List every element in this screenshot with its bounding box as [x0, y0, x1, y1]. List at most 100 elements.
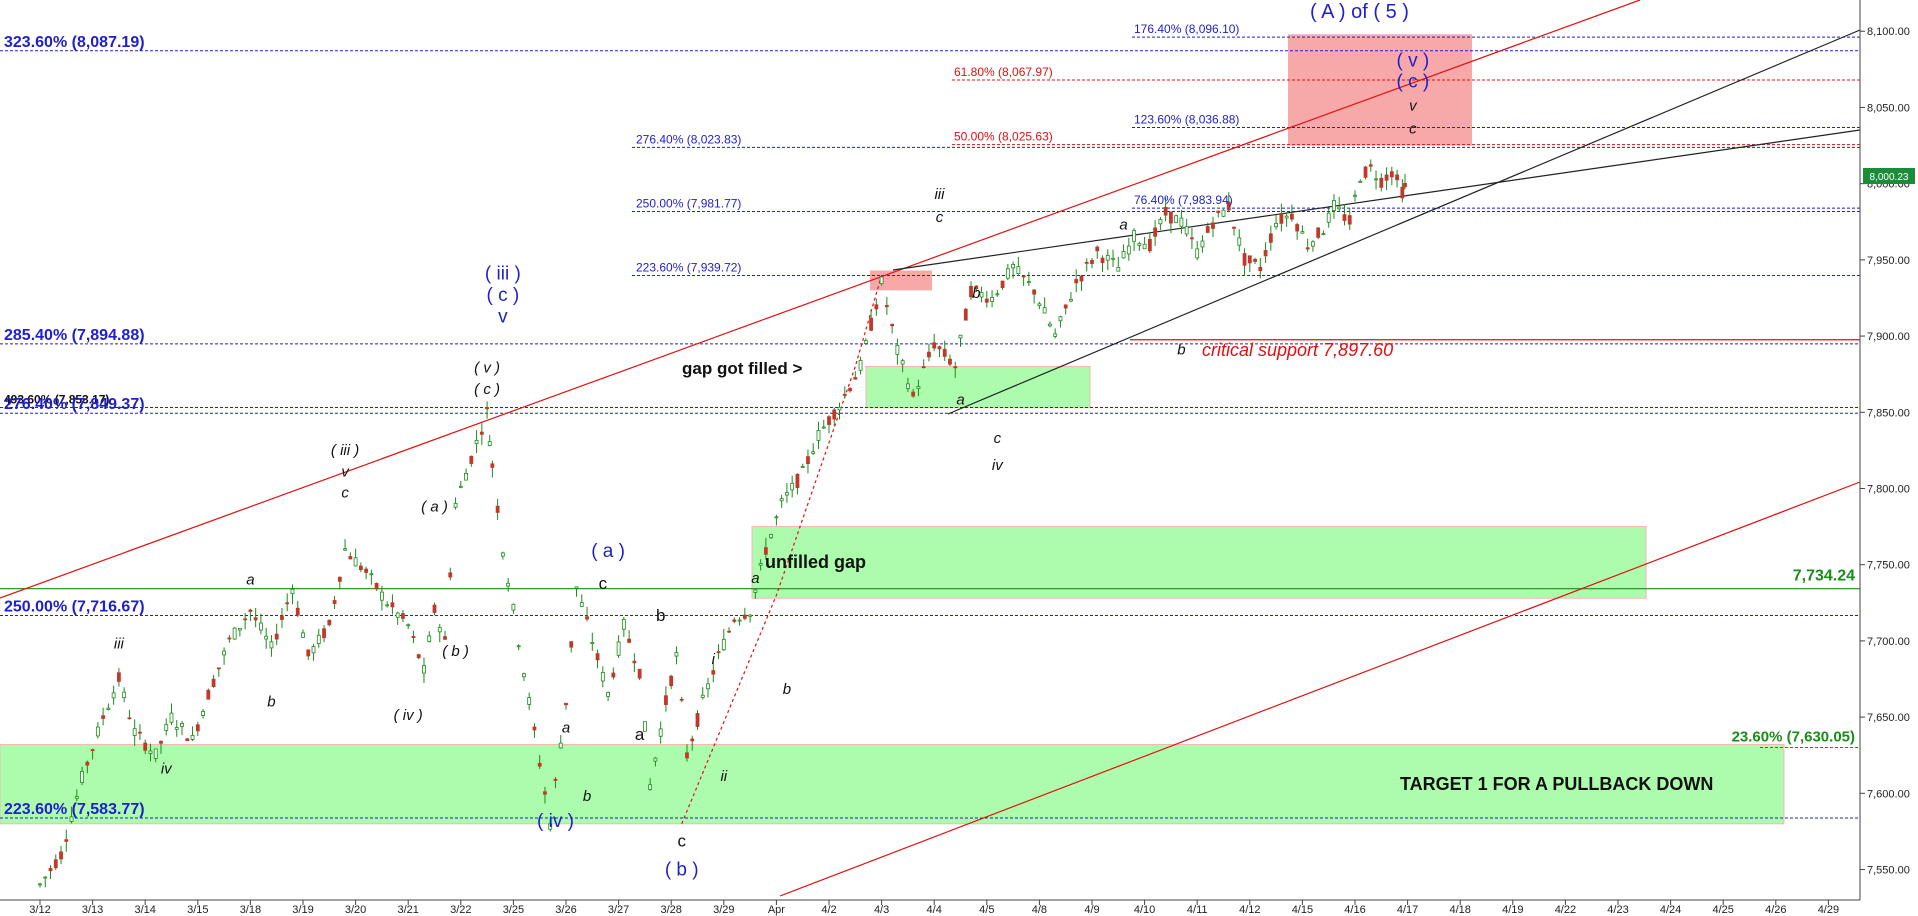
candle-body: [485, 407, 490, 410]
price-tick-label: 7,600.00: [1867, 788, 1910, 800]
candle-body: [669, 675, 674, 687]
dotted-wave-path: [681, 274, 883, 825]
candle-body: [832, 409, 837, 420]
candle-body: [979, 292, 984, 298]
time-tick-label: Apr: [768, 904, 785, 916]
channel-lower-line: [779, 481, 1861, 897]
candle-body: [1363, 166, 1368, 178]
candle-body: [1042, 307, 1047, 314]
candle-body: [143, 742, 148, 751]
time-tick-label: 3/22: [450, 904, 471, 916]
wave-label-blue: v: [498, 306, 508, 327]
candle-body: [711, 670, 716, 675]
wave-label: iv: [992, 457, 1004, 474]
candle-body: [695, 713, 700, 727]
candle-body: [153, 748, 158, 759]
candle-body: [543, 791, 547, 795]
wave-label: iii: [114, 636, 125, 653]
candle-body: [1279, 213, 1284, 224]
wave-label: a: [562, 719, 570, 736]
candle-body: [1053, 333, 1058, 337]
price-tick-label: 7,650.00: [1867, 712, 1910, 724]
candle-body: [1311, 241, 1315, 247]
candle-body: [1063, 304, 1068, 309]
candle-body: [38, 883, 42, 886]
candle-body: [201, 711, 205, 716]
candle-body: [1284, 215, 1289, 219]
candle-body: [853, 377, 858, 380]
wave-label-blue: ( b ): [665, 860, 699, 881]
candle-body: [406, 624, 411, 627]
candle-body: [106, 707, 111, 710]
candle-body: [900, 360, 905, 365]
fib-label-right: 123.60% (8,036.88): [1134, 112, 1239, 126]
time-tick-label: 3/19: [292, 904, 313, 916]
time-tick-label: 4/18: [1449, 904, 1470, 916]
candle-body: [1253, 258, 1257, 262]
candle-body: [632, 660, 637, 664]
candle-body: [464, 473, 468, 481]
time-tick-label: 3/28: [660, 904, 681, 916]
candle-body: [95, 726, 100, 737]
candle-body: [395, 612, 400, 618]
candle-body: [716, 651, 721, 654]
candle-body: [148, 750, 153, 754]
price-tick-label: 7,550.00: [1867, 865, 1910, 877]
candle-body: [821, 426, 826, 429]
candle-body: [216, 667, 221, 670]
wave-label: b: [1177, 341, 1185, 358]
candle-body: [732, 619, 737, 622]
candle-body: [343, 548, 347, 551]
candle-body: [532, 726, 537, 731]
candle-body: [306, 649, 311, 657]
candle-body: [1011, 263, 1015, 269]
candle-body: [1268, 233, 1273, 243]
candle-body: [963, 308, 968, 321]
time-tick-label: 4/8: [1032, 904, 1047, 916]
candle-body: [101, 715, 106, 719]
candle-body: [469, 455, 474, 464]
wave-label: c: [1409, 120, 1417, 137]
candle-body: [332, 600, 337, 605]
wave-label: ( b ): [442, 643, 469, 660]
fib-label-left: 323.60% (8,087.19): [4, 34, 145, 51]
candle-body: [401, 613, 405, 619]
time-tick-label: 4/24: [1660, 904, 1681, 916]
candle-body: [253, 617, 258, 621]
time-tick-label: 4/19: [1502, 904, 1523, 916]
time-tick-label: 3/13: [82, 904, 103, 916]
candle-body: [43, 876, 48, 879]
candle-body: [1403, 182, 1407, 188]
candle-body: [222, 650, 227, 656]
time-tick-label: 3/20: [345, 904, 366, 916]
candle-body: [948, 358, 952, 365]
candle-body: [753, 589, 758, 593]
time-tick-label: 4/2: [821, 904, 836, 916]
candle-body: [527, 697, 532, 705]
candle-body: [237, 627, 242, 631]
wave-label: ii: [720, 768, 727, 785]
candle-body: [138, 731, 142, 734]
candle-body: [1342, 214, 1347, 221]
candle-body: [1116, 266, 1121, 272]
candle-body: [706, 683, 710, 690]
candle-body: [232, 627, 237, 640]
candle-body: [653, 757, 658, 762]
candle-body: [1016, 266, 1021, 274]
wave-label: v: [1409, 97, 1418, 114]
candle-body: [1216, 210, 1221, 213]
time-tick-label: 4/9: [1084, 904, 1099, 916]
wave-label: c: [341, 485, 349, 502]
candle-body: [511, 603, 516, 611]
candle-body: [327, 619, 332, 626]
candle-body: [169, 712, 174, 723]
candle-body: [842, 393, 847, 396]
candle-body: [316, 634, 321, 644]
target-zone: [0, 744, 1785, 825]
candle-body: [895, 345, 900, 355]
time-tick-label: 3/26: [555, 904, 576, 916]
candle-body: [890, 323, 895, 327]
candle-body: [685, 752, 689, 759]
candle-body: [1337, 206, 1342, 210]
wave-label: ( v ): [474, 360, 500, 377]
